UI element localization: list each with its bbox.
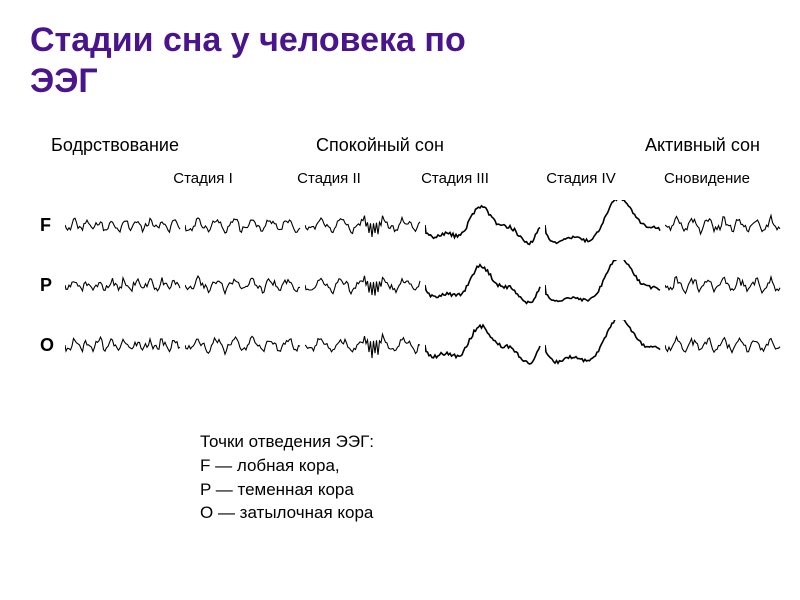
stage-label: Стадия II [266, 170, 392, 187]
eeg-row [65, 200, 781, 250]
category-wake: Бодрствование [50, 135, 180, 156]
stage-label: Стадия III [392, 170, 518, 187]
category-quiet: Спокойный сон [180, 135, 580, 156]
stage-label: Сновидение [644, 170, 770, 187]
legend-o: O — затылочная кора [200, 501, 374, 525]
eeg-chart: F P O [40, 200, 770, 410]
title-line-2: ЭЭГ [30, 62, 98, 100]
eeg-waveform [545, 320, 661, 370]
eeg-waveform [185, 260, 301, 310]
eeg-waveform [545, 200, 661, 250]
stage-label: Стадия IV [518, 170, 644, 187]
lead-label: F [40, 215, 51, 236]
lead-label: P [40, 275, 52, 296]
legend-p: P — теменная кора [200, 478, 374, 502]
eeg-waveform [425, 260, 541, 310]
page-title: Стадии сна у человека по ЭЭГ [30, 20, 466, 102]
eeg-waveform [425, 320, 541, 370]
title-line-1: Стадии сна у человека по [30, 21, 466, 59]
stage-label: Стадия I [140, 170, 266, 187]
eeg-waveform [305, 200, 421, 250]
category-active: Активный сон [580, 135, 770, 156]
eeg-waveform [665, 260, 781, 310]
eeg-waveform [665, 320, 781, 370]
legend-f: F — лобная кора, [200, 454, 374, 478]
eeg-waveform [185, 200, 301, 250]
eeg-waveform [545, 260, 661, 310]
eeg-waveform [305, 260, 421, 310]
eeg-row [65, 260, 781, 310]
eeg-waveform [665, 200, 781, 250]
eeg-waveform [305, 320, 421, 370]
eeg-waveform [65, 260, 181, 310]
eeg-row [65, 320, 781, 370]
eeg-waveform [425, 200, 541, 250]
eeg-waveform [65, 200, 181, 250]
category-labels: Бодрствование Спокойный сон Активный сон [50, 135, 770, 156]
lead-label: O [40, 335, 54, 356]
legend: Точки отведения ЭЭГ: F — лобная кора, P … [200, 430, 374, 525]
eeg-waveform [185, 320, 301, 370]
eeg-waveform [65, 320, 181, 370]
legend-heading: Точки отведения ЭЭГ: [200, 430, 374, 454]
stage-labels: Стадия I Стадия II Стадия III Стадия IV … [140, 170, 770, 187]
